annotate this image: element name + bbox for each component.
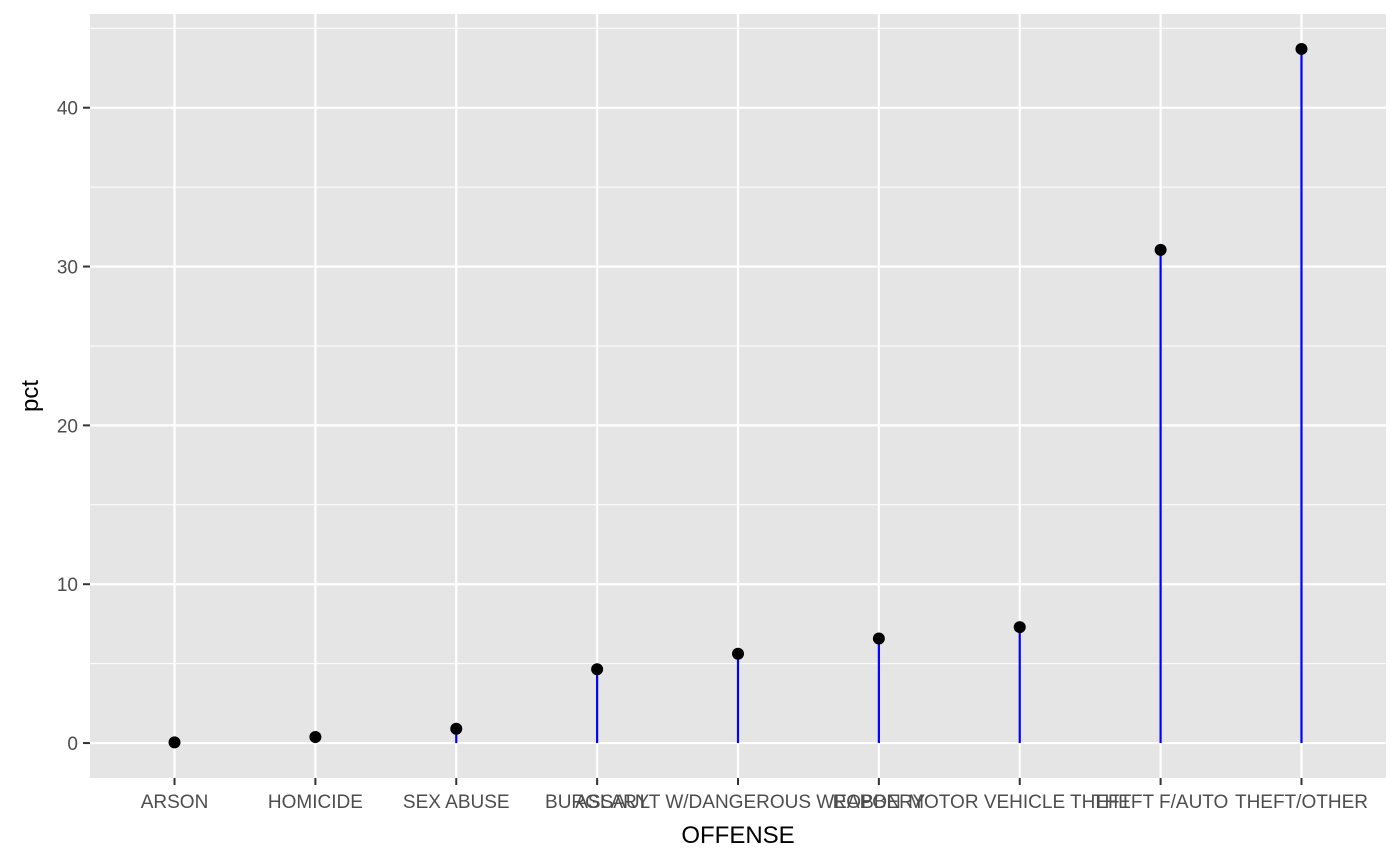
x-tick-label: HOMICIDE	[268, 792, 363, 813]
y-tick-label: 20	[57, 416, 78, 437]
y-axis-title: pct	[17, 380, 44, 412]
y-tick-label: 10	[57, 575, 78, 596]
data-point-1	[309, 731, 322, 744]
y-axis: 0 10 20 30 40	[57, 99, 90, 755]
x-tick-label: BURGLARY	[545, 792, 650, 813]
x-tick-label: ARSON	[141, 792, 209, 813]
data-point-0	[168, 736, 181, 749]
lollipop-points	[168, 42, 1308, 749]
y-tick-label: 40	[57, 99, 78, 120]
x-tick-label: THEFT/OTHER	[1235, 792, 1368, 813]
y-tick-label: 0	[67, 734, 78, 755]
data-point-5	[872, 632, 885, 645]
x-tick-label: SEX ABUSE	[403, 792, 510, 813]
x-axis-title: OFFENSE	[681, 822, 794, 849]
y-tick-label: 30	[57, 258, 78, 279]
x-tick-label: THEFT F/AUTO	[1093, 792, 1228, 813]
data-point-7	[1154, 243, 1167, 256]
x-tick-label: ASSAULT W/DANGEROUS WEAPON	[575, 792, 901, 813]
x-tick-label: ROBBERY	[833, 792, 926, 813]
data-point-6	[1013, 621, 1026, 634]
x-tick-label: MOTOR VEHICLE THEFT	[908, 792, 1131, 813]
data-point-4	[732, 647, 744, 660]
data-point-2	[450, 722, 463, 735]
data-point-3	[591, 663, 604, 676]
data-point-8	[1295, 42, 1308, 55]
